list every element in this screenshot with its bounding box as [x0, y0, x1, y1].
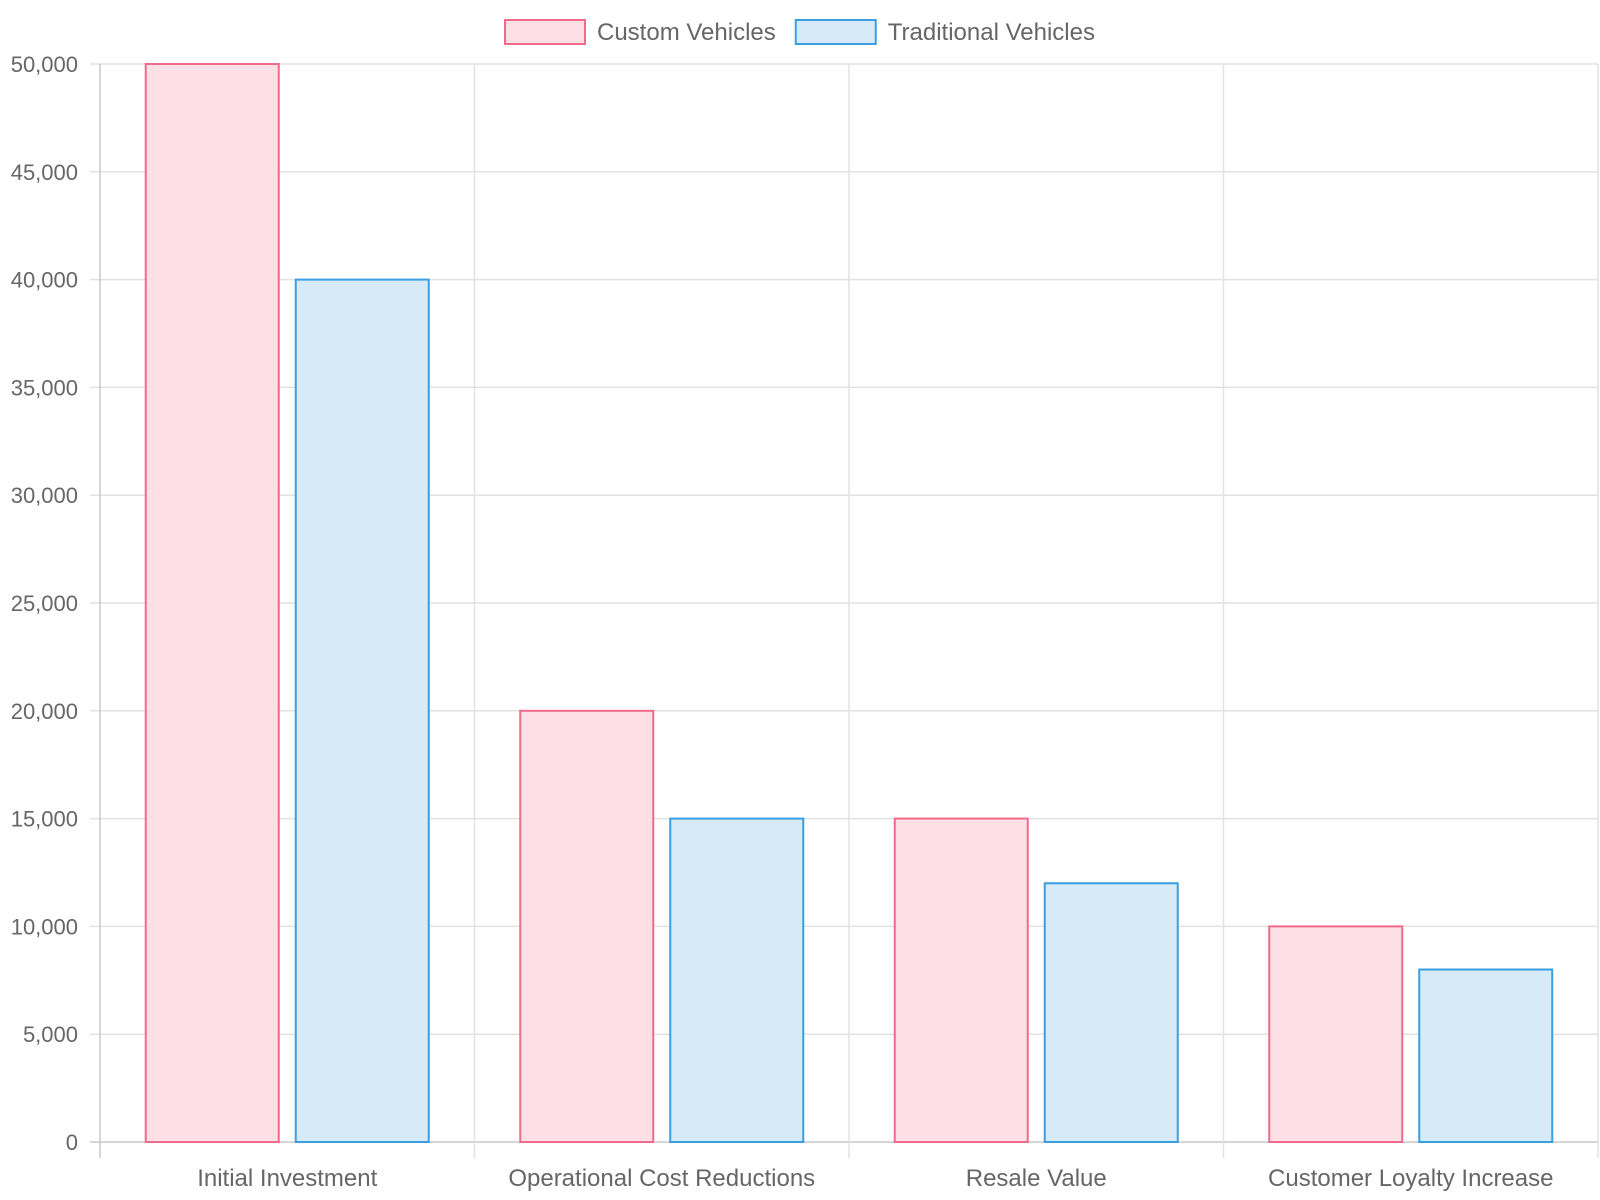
y-tick-label: 35,000 — [11, 375, 78, 400]
legend-swatch-custom[interactable] — [504, 19, 587, 45]
bar-custom[interactable] — [893, 817, 1029, 1143]
x-tick-label: Customer Loyalty Increase — [1268, 1165, 1553, 1192]
y-tick-label: 45,000 — [11, 160, 78, 185]
y-tick-label: 20,000 — [11, 699, 78, 724]
legend-label-traditional[interactable]: Traditional Vehicles — [888, 19, 1095, 46]
bar-traditional[interactable] — [1043, 882, 1179, 1144]
bars — [144, 63, 1554, 1144]
y-tick-label: 25,000 — [11, 591, 78, 616]
x-tick-label: Operational Cost Reductions — [508, 1165, 815, 1192]
x-tick-label: Initial Investment — [197, 1165, 377, 1192]
legend-swatch-traditional[interactable] — [794, 19, 877, 45]
y-tick-label: 40,000 — [11, 268, 78, 293]
y-tick-label: 5,000 — [23, 1022, 78, 1047]
y-tick-labels: 0 5,000 10,000 15,000 20,000 25,000 30,000 35,0… — [11, 52, 78, 1155]
bar-traditional[interactable] — [294, 278, 430, 1144]
bar-custom[interactable] — [144, 63, 280, 1143]
legend-label-custom[interactable]: Custom Vehicles — [597, 19, 776, 46]
y-tick-label: 30,000 — [11, 483, 78, 508]
y-tick-label: 0 — [66, 1130, 78, 1155]
legend[interactable]: Custom Vehicles Traditional Vehicles — [504, 19, 1095, 46]
x-tick-label: Resale Value — [966, 1165, 1107, 1192]
y-tick-label: 15,000 — [11, 807, 78, 832]
bar-traditional[interactable] — [1418, 968, 1554, 1144]
y-tick-label: 10,000 — [11, 914, 78, 939]
y-tick-label: 50,000 — [11, 52, 78, 77]
bar-custom[interactable] — [519, 709, 655, 1143]
bar-traditional[interactable] — [669, 817, 805, 1143]
x-tick-labels: Initial Investment Operational Cost Reduc… — [197, 1165, 1553, 1192]
bar-custom[interactable] — [1268, 925, 1404, 1144]
